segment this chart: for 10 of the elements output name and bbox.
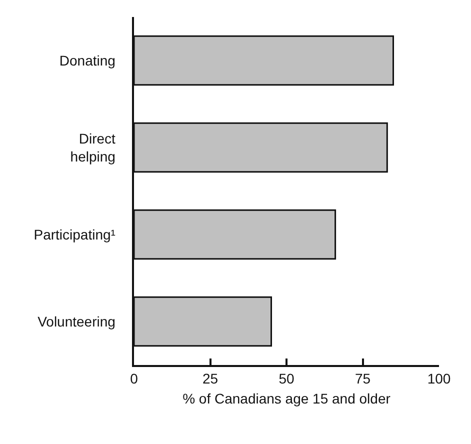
y-tick-label: Direct helping bbox=[70, 130, 116, 164]
x-tick-label: 100 bbox=[427, 370, 451, 387]
x-tick-label: 75 bbox=[354, 370, 371, 387]
y-tick-label: Volunteering bbox=[38, 313, 116, 330]
x-tick-label: 0 bbox=[130, 370, 138, 387]
y-tick-label: Donating bbox=[59, 52, 116, 68]
x-axis-title: % of Canadians age 15 and older bbox=[182, 390, 391, 406]
y-tick-label: Participating¹ bbox=[34, 226, 116, 242]
x-tick-label: 25 bbox=[202, 370, 218, 387]
x-tick-label: 50 bbox=[278, 370, 294, 387]
